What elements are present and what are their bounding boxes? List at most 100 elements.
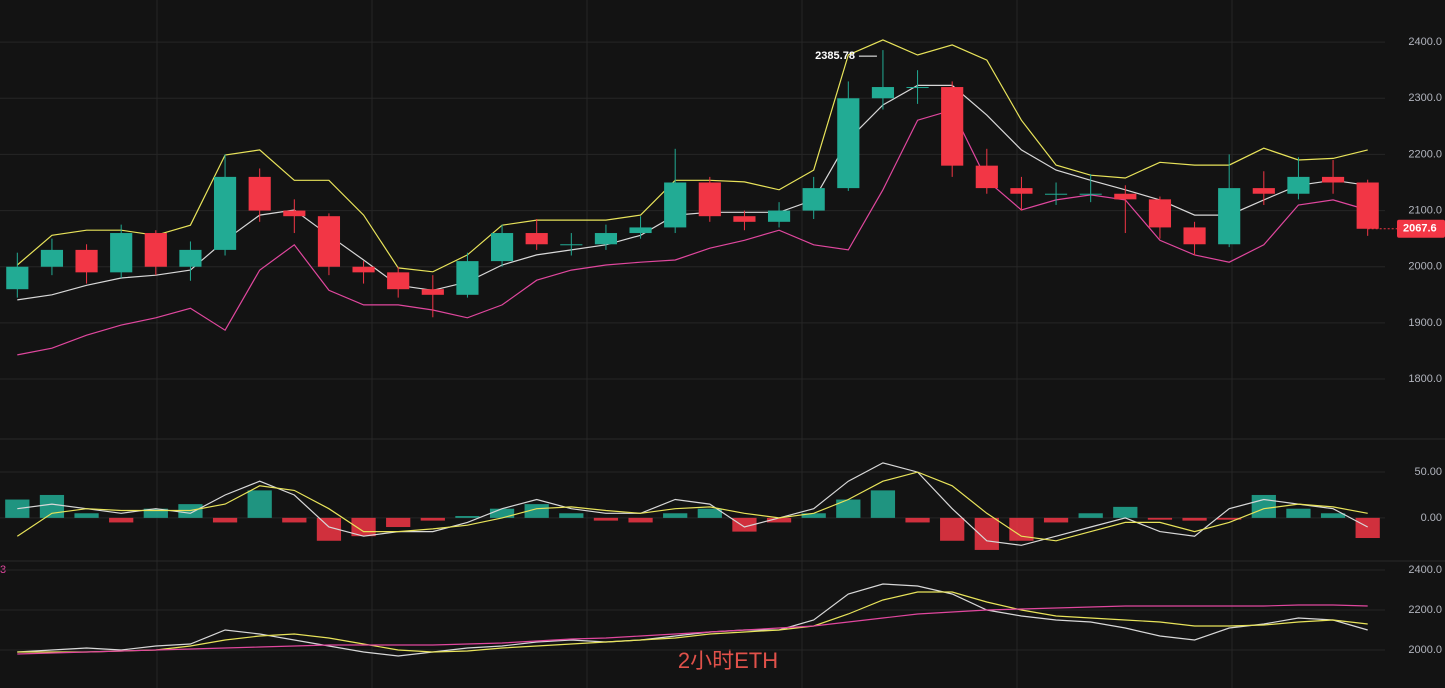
- macd-bar: [1355, 517, 1380, 539]
- candle-body: [698, 182, 721, 217]
- candle-body: [213, 176, 237, 250]
- macd-bar: [1286, 508, 1311, 518]
- indicator-line: [17, 462, 1368, 546]
- macd-bar: [39, 494, 65, 518]
- candle-body: [490, 233, 514, 262]
- macd-bar: [386, 517, 411, 528]
- macd-bar: [593, 517, 619, 521]
- y-tick-label: 1900.0: [1408, 317, 1442, 329]
- macd-bar: [1113, 506, 1138, 518]
- y-tick-label: 2300.0: [1408, 92, 1442, 104]
- vertical-grid: [156, 0, 1233, 688]
- candle-body: [629, 227, 652, 234]
- candle-body: [1114, 193, 1137, 200]
- indicator-line: [16, 39, 1368, 273]
- y-tick-label: 2000.0: [1408, 644, 1442, 656]
- y-tick-label: 50.00: [1414, 466, 1442, 478]
- y-tick-label: 1800.0: [1408, 373, 1442, 385]
- macd-bar: [801, 513, 826, 518]
- last-price-label: 2067.6: [1403, 223, 1437, 235]
- candle-body: [248, 176, 271, 211]
- macd-bar: [905, 517, 930, 523]
- candle-body: [560, 244, 583, 246]
- macd-bar: [628, 517, 653, 523]
- y-tick-label: 2200.0: [1408, 148, 1442, 160]
- candle-body: [6, 266, 29, 290]
- candle-body: [283, 210, 306, 217]
- indicator-line: [17, 84, 1368, 301]
- macd-bar: [940, 517, 965, 541]
- macd-bar: [1251, 494, 1276, 518]
- y-tick-label: 2400.0: [1408, 564, 1442, 576]
- macd-bar: [870, 490, 896, 518]
- macd-bar: [455, 516, 480, 518]
- candle-body: [1356, 182, 1379, 229]
- macd-bar: [74, 513, 99, 518]
- candle-body: [594, 233, 618, 245]
- candle-body: [1252, 188, 1275, 194]
- indicator-line: [17, 591, 1368, 653]
- macd-bar: [489, 508, 515, 518]
- macd-bar: [766, 517, 792, 523]
- macd-bar: [559, 513, 584, 518]
- y-tick-label: 2000.0: [1408, 261, 1442, 273]
- indicator-line: [16, 471, 1368, 542]
- watermark: 2小时ETH: [678, 648, 778, 673]
- macd-bar: [836, 499, 861, 518]
- macd-bar: [1009, 517, 1034, 541]
- candle-body: [906, 87, 929, 89]
- macd-bar: [974, 517, 999, 550]
- candle-body: [767, 210, 791, 222]
- last-price-box: [1397, 219, 1445, 238]
- candle-body: [1044, 193, 1068, 195]
- candle-body: [941, 87, 964, 166]
- candle-body: [837, 98, 860, 189]
- macd-bar: [143, 508, 168, 518]
- macd-bar: [420, 517, 445, 521]
- macd-bar: [109, 517, 134, 523]
- candle-body: [525, 233, 548, 245]
- candle-body: [40, 249, 64, 267]
- macd-bar: [1182, 517, 1207, 521]
- y-tick-label: 2400.0: [1408, 36, 1442, 48]
- candle-body: [421, 289, 444, 295]
- y-tick-label: 2100.0: [1408, 204, 1442, 216]
- candle-body: [1148, 199, 1172, 228]
- candle-body: [1183, 227, 1206, 245]
- candle-body: [1287, 176, 1310, 194]
- macd-bar: [1147, 517, 1173, 520]
- y-tick-label: 0.00: [1421, 512, 1442, 524]
- macd-bar: [663, 513, 688, 518]
- candle-body: [975, 165, 998, 189]
- indicator-line: [17, 604, 1368, 655]
- candle-body: [387, 272, 410, 290]
- candle-body: [733, 216, 756, 222]
- macd-bar: [316, 517, 342, 541]
- macd-bar: [1320, 513, 1346, 518]
- candle-body: [1079, 193, 1102, 195]
- macd-bar: [212, 517, 238, 523]
- macd-bar: [1078, 513, 1103, 518]
- macd-bar: [1217, 517, 1242, 520]
- macd-bar: [697, 508, 722, 518]
- indicator-line: [17, 583, 1368, 657]
- candle-body: [456, 261, 479, 295]
- candle-body: [871, 87, 895, 99]
- candle-body: [144, 233, 167, 267]
- macd-bar: [524, 504, 549, 518]
- macd-bar: [732, 517, 757, 532]
- candle-body: [664, 182, 687, 228]
- candle-body: [179, 249, 202, 267]
- candle-body: [110, 233, 133, 273]
- high-label: 2385.78: [815, 50, 855, 62]
- candle-body: [75, 249, 98, 273]
- candle-body: [1010, 188, 1033, 194]
- macd-bar: [1043, 517, 1069, 523]
- candle-body: [1218, 188, 1241, 245]
- candle-body: [317, 216, 341, 267]
- macd-bar: [282, 517, 307, 523]
- candle-body: [1321, 176, 1345, 183]
- candle-body: [352, 266, 375, 273]
